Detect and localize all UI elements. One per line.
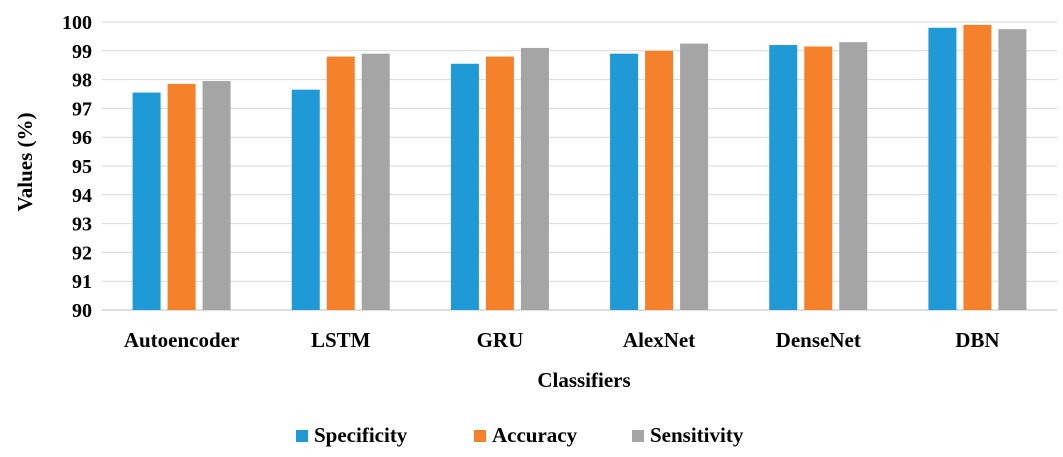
x-axis-categories: Autoencoder LSTM GRU AlexNet DenseNet DBN	[124, 328, 1000, 352]
bar-specificity-gru	[450, 63, 479, 311]
legend-swatch-specificity	[296, 430, 308, 442]
bar-accuracy-lstm	[326, 56, 355, 311]
y-tick-label: 92	[72, 242, 92, 264]
bar-sensitivity-dbn	[998, 29, 1027, 310]
legend: Specificity Accuracy Sensitivity	[296, 423, 744, 447]
y-tick-label: 91	[72, 271, 92, 293]
bar-accuracy-dbn	[963, 24, 992, 310]
x-category-label: DenseNet	[776, 328, 861, 352]
x-category-label: AlexNet	[623, 328, 695, 352]
y-axis-title: Values (%)	[13, 113, 37, 212]
x-category-label: GRU	[477, 328, 524, 352]
y-tick-label: 94	[72, 185, 92, 207]
bar-specificity-alexnet	[610, 53, 639, 311]
x-category-label: LSTM	[311, 328, 371, 352]
bar-sensitivity-autoencoder	[202, 81, 231, 310]
x-category-label: DBN	[955, 328, 999, 352]
bar-accuracy-autoencoder	[167, 83, 196, 310]
y-tick-label: 98	[72, 70, 92, 92]
y-tick-label: 93	[72, 214, 92, 236]
bar-sensitivity-densenet	[839, 42, 868, 310]
y-axis-ticks: 90 91 92 93 94 95 96 97 98 99 100	[62, 12, 92, 322]
bar-accuracy-gru	[485, 56, 514, 311]
bar-sensitivity-lstm	[361, 53, 390, 311]
legend-swatch-accuracy	[474, 430, 486, 442]
x-axis-title: Classifiers	[537, 368, 630, 392]
bar-specificity-autoencoder	[132, 92, 161, 310]
bar-specificity-dbn	[928, 27, 957, 310]
bar-accuracy-alexnet	[645, 50, 674, 311]
legend-label-sensitivity: Sensitivity	[650, 423, 744, 447]
gridlines	[102, 21, 1057, 311]
legend-label-specificity: Specificity	[314, 423, 408, 447]
bar-specificity-lstm	[291, 89, 320, 311]
x-category-label: Autoencoder	[124, 328, 239, 352]
legend-label-accuracy: Accuracy	[492, 423, 578, 447]
bar-sensitivity-gru	[520, 47, 549, 311]
y-tick-label: 90	[72, 300, 92, 322]
y-tick-label: 96	[72, 127, 92, 149]
bars	[132, 24, 1027, 311]
bar-specificity-densenet	[769, 45, 798, 310]
legend-swatch-sensitivity	[632, 430, 644, 442]
y-tick-label: 95	[72, 156, 92, 178]
bar-accuracy-densenet	[804, 46, 833, 310]
y-tick-label: 97	[72, 98, 92, 120]
bar-sensitivity-alexnet	[680, 43, 709, 310]
y-tick-label: 100	[62, 12, 92, 34]
y-tick-label: 99	[72, 41, 92, 63]
